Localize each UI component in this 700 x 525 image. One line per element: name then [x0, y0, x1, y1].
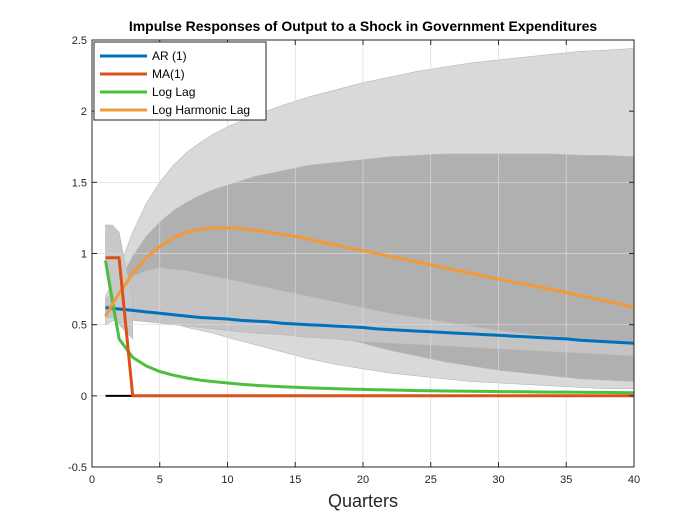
x-tick-label: 40 [628, 474, 640, 486]
y-tick-label: -0.5 [68, 462, 87, 474]
legend: AR (1) MA(1) Log Lag Log Harmonic Lag [93, 41, 267, 121]
x-tick-label: 5 [157, 474, 163, 486]
x-tick-label: 0 [89, 474, 95, 486]
legend-label: AR (1) [152, 49, 187, 63]
series-line [105, 306, 635, 345]
legend-label: Log Lag [152, 85, 195, 99]
axis-ticks: 0 5 10 15 20 25 30 35 40-0.500.511.522.5 [68, 35, 640, 486]
x-tick-label: 30 [492, 474, 504, 486]
y-tick-label: 1.5 [72, 177, 87, 189]
x-tick-label: 35 [560, 474, 572, 486]
x-tick-label: 20 [357, 474, 369, 486]
x-axis-label: Quarters [328, 491, 398, 511]
series-line [104, 260, 635, 395]
series-line [104, 226, 635, 317]
y-tick-label: 2.5 [72, 35, 87, 47]
x-tick-label: 25 [425, 474, 437, 486]
y-tick-label: 1 [81, 249, 87, 261]
legend-label: Log Harmonic Lag [152, 103, 250, 117]
series-line [105, 256, 634, 398]
x-tick-label: 10 [221, 474, 233, 486]
chart-title: Impulse Responses of Output to a Shock i… [129, 18, 598, 34]
series-lines [104, 226, 635, 398]
y-tick-label: 0.5 [72, 320, 87, 332]
x-tick-label: 15 [289, 474, 301, 486]
y-tick-label: 2 [81, 106, 87, 118]
y-tick-label: 0 [81, 391, 87, 403]
legend-label: MA(1) [152, 67, 185, 81]
